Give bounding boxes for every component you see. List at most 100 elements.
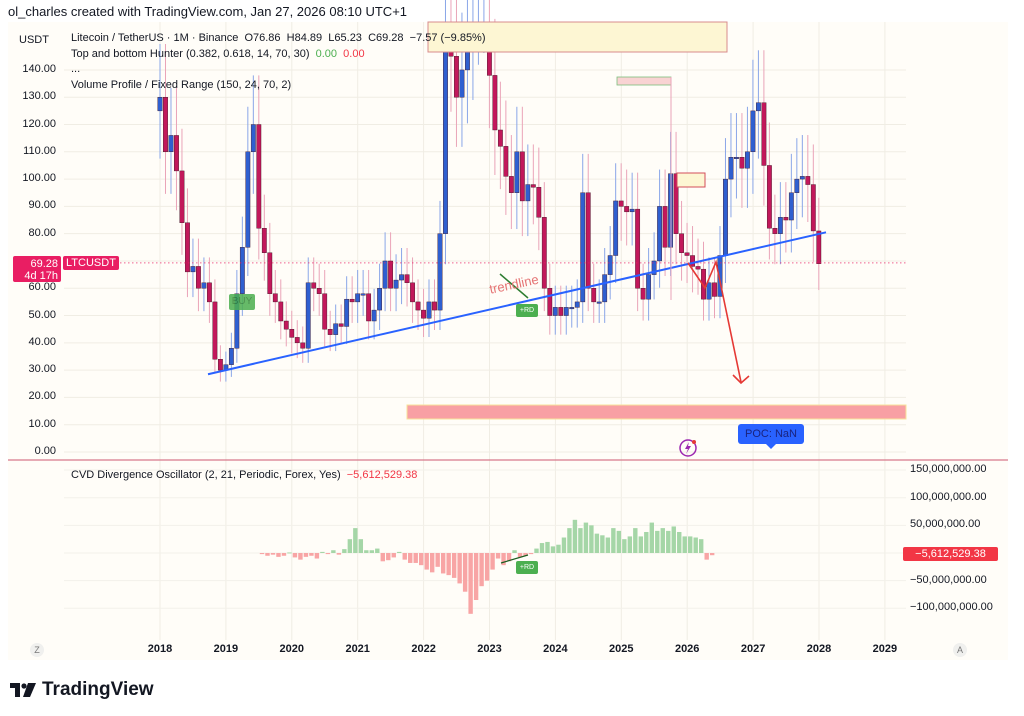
auto-scale-button[interactable]: A [953, 643, 967, 657]
candle-down [690, 255, 695, 267]
candle-down [497, 129, 503, 147]
price-axis-label: 90.00 [28, 199, 56, 212]
osc-rd-signal-label: +RD [516, 561, 538, 574]
time-axis-label: 2026 [674, 643, 700, 655]
price-axis-label: 140.00 [22, 62, 56, 75]
oscillator-bar-positive [287, 552, 292, 554]
candle-down [196, 266, 201, 289]
oscillator-bar-positive [594, 533, 600, 553]
oscillator-bar-negative [440, 553, 446, 574]
oscillator-axis-label: −100,000,000.00 [910, 601, 993, 614]
ohlc-close: C69.28 [368, 32, 404, 44]
candle-down [640, 288, 646, 300]
candle-down [294, 337, 300, 344]
oscillator-legend[interactable]: CVD Divergence Oscillator (2, 21, Period… [71, 469, 417, 481]
oscillator-bar-negative [380, 553, 385, 562]
oscillator-bar-negative [462, 553, 468, 592]
buy-signal-label: BUY [229, 294, 255, 310]
ohlc-high: H84.89 [286, 32, 323, 44]
candle-down [256, 124, 262, 229]
zoom-reset-button[interactable]: Z [30, 643, 44, 657]
oscillator-bar-positive [567, 528, 572, 553]
candle-up [228, 348, 234, 365]
oscillator-bar-negative [386, 553, 391, 561]
candle-countdown: 4d 17h [24, 270, 58, 282]
candle-down [530, 184, 536, 188]
candle-down [163, 97, 168, 153]
candle-down [508, 176, 514, 193]
oscillator-bar-negative [495, 553, 501, 559]
candle-up [777, 217, 783, 234]
candle-up [607, 255, 613, 275]
candle-up [393, 279, 399, 289]
candle-down [558, 307, 564, 316]
price-axis-label: 130.00 [22, 90, 56, 103]
collapsed-indicators-button[interactable]: ... [71, 63, 81, 75]
candle-down [684, 252, 690, 256]
candle-up [360, 293, 366, 296]
candle-up [514, 151, 520, 193]
time-axis-label: 2025 [609, 643, 634, 655]
candle-down [679, 233, 684, 253]
oscillator-bar-negative [468, 553, 473, 614]
candle-up [305, 282, 311, 349]
currency-button[interactable]: USDT [12, 30, 56, 50]
price-axis-label: 20.00 [28, 390, 56, 403]
candle-up [706, 282, 712, 300]
oscillator-bar-positive [616, 530, 622, 553]
oscillator-bar-positive [688, 536, 693, 553]
candle-down [207, 282, 212, 303]
candle-up [717, 255, 723, 297]
indicator-legend-volume-profile[interactable]: Volume Profile / Fixed Range (150, 24, 7… [71, 79, 292, 91]
candle-down [421, 309, 426, 319]
candle-down [174, 135, 179, 172]
candle-up [574, 301, 580, 308]
credit-line: ol_charles created with TradingView.com,… [8, 4, 408, 19]
time-axis-label: 2022 [411, 643, 436, 655]
oscillator-bar-positive [353, 528, 358, 553]
oscillator-bar-negative [709, 553, 715, 556]
oscillator-divergence-line [500, 554, 529, 564]
candle-up [745, 151, 750, 169]
oscillator-bar-negative [265, 553, 270, 556]
supply-zone-box [427, 21, 728, 53]
oscillator-bar-negative [517, 553, 523, 558]
ohlc-low: L65.23 [328, 32, 362, 44]
oscillator-bar-positive [589, 525, 594, 553]
candle-up [596, 301, 602, 304]
oscillator-bar-positive [633, 528, 638, 553]
oscillator-bar-negative [501, 553, 506, 566]
candle-down [585, 192, 591, 289]
candle-up [552, 307, 558, 316]
oscillator-bar-positive [638, 536, 644, 553]
candle-down [289, 328, 295, 338]
candle-down [701, 268, 706, 300]
candle-up [168, 135, 174, 153]
oscillator-bar-positive [347, 539, 353, 553]
candle-up [788, 192, 794, 221]
time-axis-label: 2019 [213, 643, 239, 655]
oscillator-bar-positive [699, 539, 704, 553]
candle-down [772, 228, 778, 234]
oscillator-bar-negative [484, 553, 490, 581]
oscillator-bar-positive [666, 530, 671, 553]
oscillator-bar-negative [424, 553, 429, 570]
candle-up [377, 288, 382, 311]
candle-up [756, 102, 761, 112]
oscillator-bar-negative [506, 553, 512, 562]
candle-down [311, 282, 317, 289]
oscillator-bar-positive [649, 522, 654, 553]
candle-down [272, 293, 278, 303]
candle-down [300, 342, 306, 349]
oscillator-axis-label: 100,000,000.00 [910, 490, 987, 503]
candle-up [190, 266, 196, 273]
candle-up [525, 184, 531, 202]
candle-up [399, 274, 404, 281]
candle-up [794, 178, 800, 193]
oscillator-bar-positive [677, 531, 682, 553]
candle-up [629, 208, 635, 213]
candle-up [602, 274, 608, 303]
oscillator-bar-positive [539, 543, 545, 553]
indicator-legend-hunter[interactable]: Top and bottom Hunter (0.382, 0.618, 14,… [71, 48, 365, 60]
